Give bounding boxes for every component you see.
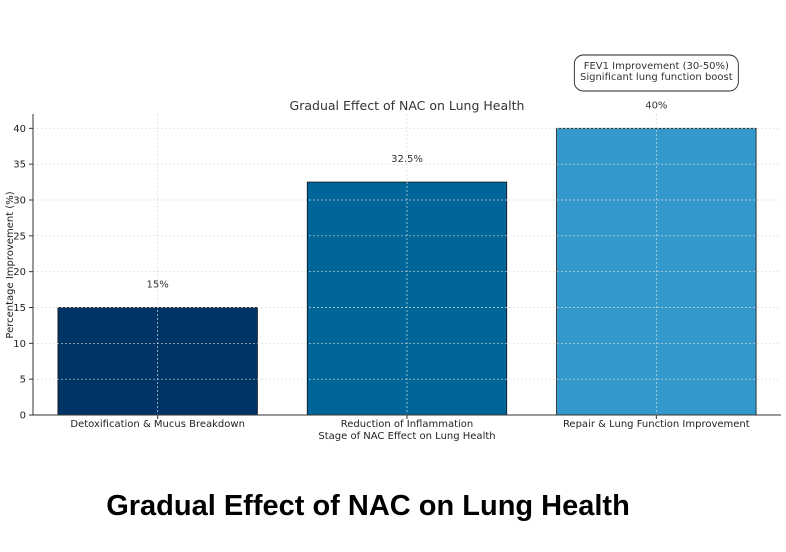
- y-tick-label: 0: [20, 411, 26, 422]
- y-tick-label: 20: [13, 267, 26, 278]
- annotation-box: FEV1 Improvement (30-50%)Significant lun…: [573, 54, 739, 92]
- y-tick-label: 30: [13, 196, 26, 207]
- bar-chart: Gradual Effect of NAC on Lung Health 0 5 1…: [5, 54, 781, 442]
- x-ticks: Detoxification & Mucus Breakdown Reductio…: [70, 415, 750, 430]
- y-tick-label: 40: [13, 124, 26, 135]
- y-tick-label: 5: [20, 375, 26, 386]
- annotation-line: FEV1 Improvement (30-50%): [584, 61, 729, 72]
- x-tick-label: Detoxification & Mucus Breakdown: [70, 419, 245, 430]
- x-tick-label: Repair & Lung Function Improvement: [563, 419, 750, 430]
- annotation-line: Significant lung function boost: [580, 72, 733, 83]
- y-axis-label: Percentage Improvement (%): [5, 191, 16, 338]
- y-tick-label: 35: [13, 160, 26, 171]
- page-caption: Gradual Effect of NAC on Lung Health: [106, 490, 630, 522]
- chart-title: Gradual Effect of NAC on Lung Health: [290, 98, 525, 113]
- x-tick-label: Reduction of Inflammation: [341, 419, 473, 430]
- y-tick-label: 10: [13, 339, 26, 350]
- y-tick-label: 15: [13, 303, 26, 314]
- x-axis-label: Stage of NAC Effect on Lung Health: [318, 431, 495, 442]
- bar: [57, 307, 258, 416]
- data-label: 32.5%: [391, 154, 423, 165]
- data-label: 40%: [645, 100, 667, 111]
- data-label: 15%: [147, 280, 169, 291]
- data-labels: 15% 32.5% 40%: [147, 100, 668, 290]
- y-tick-label: 25: [13, 231, 26, 242]
- annotation-frame: [573, 54, 739, 92]
- y-ticks: 0 5 10 15 20 25 30 35 40: [13, 124, 33, 422]
